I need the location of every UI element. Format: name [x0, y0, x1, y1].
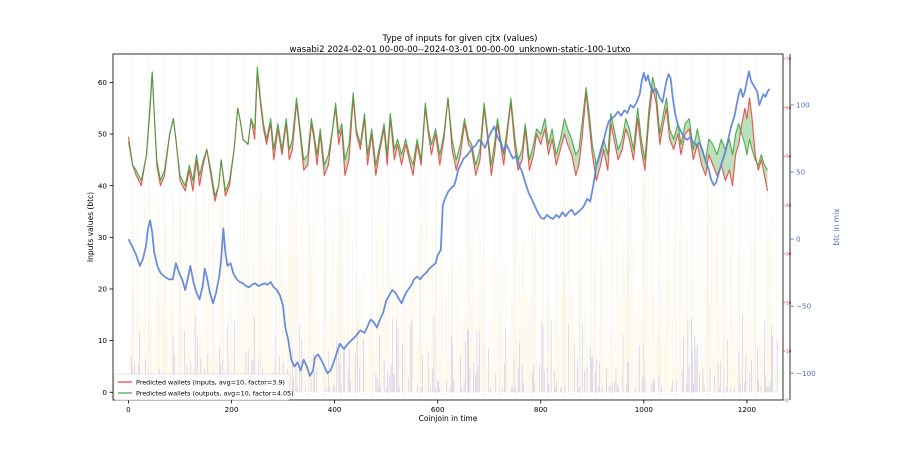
y-axis-ticks: 0 10 20 30 40 50 60: [98, 78, 113, 397]
y-axis-label: Inputs values (btc): [86, 192, 95, 262]
x-axis-label: Coinjoin in time: [419, 414, 478, 423]
background-bars: [128, 54, 778, 400]
x-tick-label: 800: [534, 405, 548, 414]
x-axis-ticks: 0 200 400 600 800 1000 1200: [126, 400, 756, 414]
x-tick-label: 0: [126, 405, 131, 414]
x-tick-label: 1000: [635, 405, 654, 414]
y2-axis-label: btc in mix: [832, 208, 841, 246]
y3-tick-label: 20: [786, 300, 792, 305]
legend: Predicted wallets (inputs, avg=10, facto…: [113, 373, 294, 401]
y-tick-label: 0: [102, 388, 107, 397]
y-tick-label: 30: [98, 233, 108, 242]
series-line-outputs: [127, 66, 768, 197]
y2-tick-label: 0: [796, 235, 801, 244]
plot-area: [127, 66, 769, 202]
y3-tick-label: 30: [786, 252, 792, 257]
x-tick-label: 1200: [738, 405, 757, 414]
y-tick-label: 10: [98, 336, 108, 345]
legend-box: [113, 373, 291, 401]
y2-tick-label: 100: [796, 101, 810, 110]
y2-tick-label: 50: [796, 168, 806, 177]
y-tick-label: 40: [98, 181, 108, 190]
y3-tick-label: 50: [786, 154, 792, 159]
legend-label-outputs: Predicted wallets (outputs, avg=10, fact…: [136, 390, 294, 398]
legend-label-inputs: Predicted wallets (inputs, avg=10, facto…: [136, 379, 285, 387]
axes-frame: [112, 53, 784, 401]
btc-in-mix-layer: [127, 70, 771, 377]
x-tick-label: 200: [225, 405, 239, 414]
x-tick-label: 400: [328, 405, 342, 414]
y2-tick-label: −50: [796, 302, 812, 311]
x-tick-label: 600: [431, 405, 445, 414]
y3-tick-label: 40: [786, 203, 792, 208]
y3-tick-label: 10: [786, 349, 792, 354]
chart-title: Type of inputs for given cjtx (values): [382, 34, 538, 44]
y3-axis-ticks: 0 10 20 30 40 50 60 70: [783, 57, 792, 403]
y3-tick-label: 70: [786, 57, 792, 62]
y3-tick-label: 0: [786, 398, 789, 403]
series-line-btc-in-mix: [127, 70, 771, 377]
y2-axis-ticks: −100 −50 0 50 100: [790, 101, 816, 378]
chart-subtitle: wasabi2 2024-02-01 00-00-00--2024-03-01 …: [290, 45, 631, 55]
y-tick-label: 20: [98, 285, 108, 294]
y2-tick-label: −100: [796, 369, 816, 378]
y3-tick-label: 60: [786, 105, 792, 110]
y-tick-label: 60: [98, 78, 108, 87]
y-tick-label: 50: [98, 130, 108, 139]
